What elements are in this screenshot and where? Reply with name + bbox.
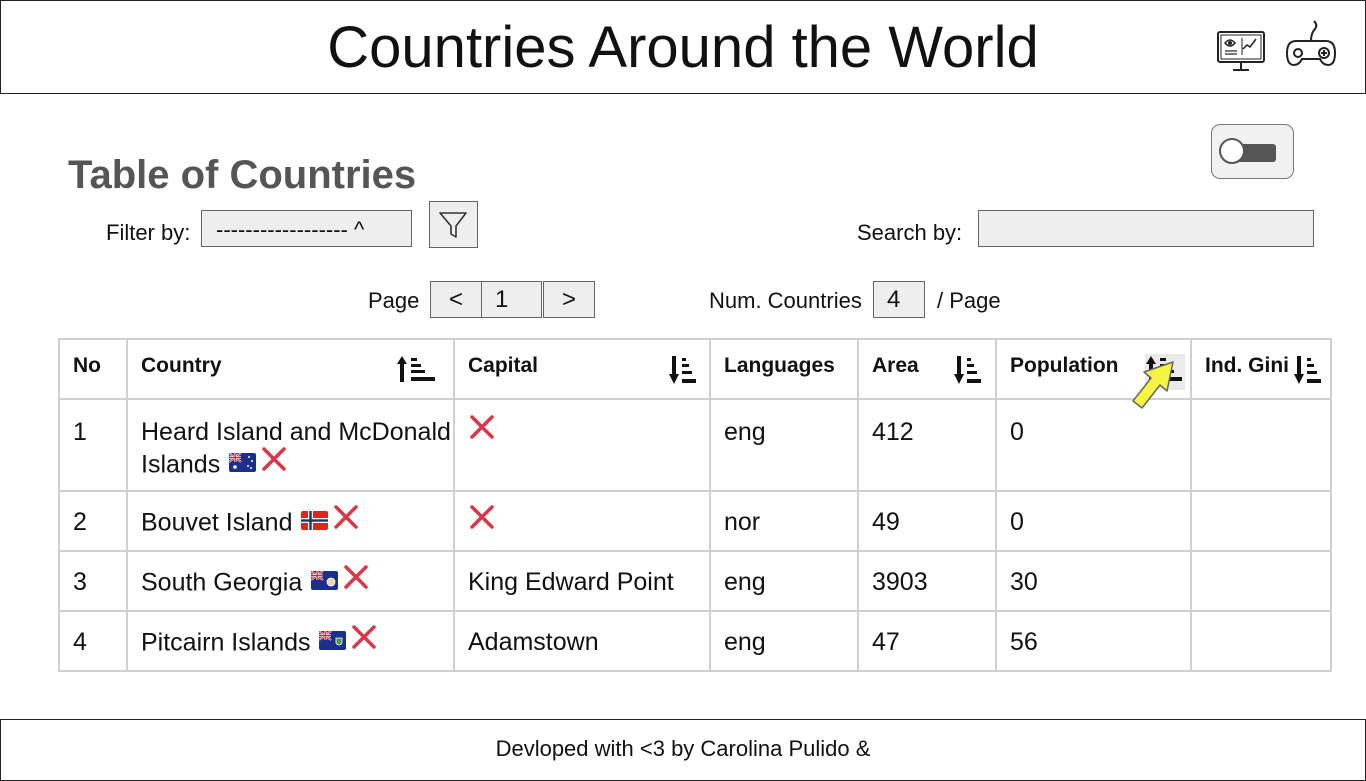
close-icon[interactable] [468,413,496,449]
cell-population: 0 [995,398,1192,492]
dashboard-monitor-icon[interactable] [1216,19,1266,78]
flag-australia-icon [228,448,257,480]
filter-button[interactable] [429,201,478,248]
cell-gini [1190,610,1332,672]
close-icon[interactable] [332,503,360,539]
flag-pitcairn-icon [318,626,347,658]
column-header-country[interactable]: Country [126,338,455,400]
cell-languages: eng [709,398,859,492]
filter-select[interactable]: ------------------ ^ [201,210,412,247]
cell-no: 1 [58,398,128,492]
table-header-row: No Country Capital Languages Area [58,338,1332,400]
sort-descending-icon[interactable] [667,354,699,392]
cell-capital: Adamstown [453,610,711,672]
cell-population: 30 [995,550,1192,612]
cell-country: South Georgia [126,550,455,612]
num-countries-field[interactable]: 4 [873,281,925,318]
filter-label: Filter by: [106,220,191,245]
cell-country: Heard Island and McDonald Islands [126,398,455,492]
theme-toggle[interactable] [1211,124,1294,179]
table-row[interactable]: 3 South Georgia King Edward Point eng 39… [58,550,1332,612]
section-title: Table of Countries [68,153,417,197]
close-icon[interactable] [468,503,496,539]
country-name: Pitcairn Islands [141,628,311,657]
next-page-button[interactable]: > [543,281,595,318]
app-header: Countries Around the World [0,0,1366,94]
cell-gini [1190,550,1332,612]
cell-area: 412 [857,398,997,492]
cell-languages: nor [709,490,859,552]
close-icon[interactable] [260,445,288,481]
prev-page-button[interactable]: < [430,281,482,318]
flag-south-georgia-icon [310,566,339,598]
sort-descending-icon[interactable] [952,354,984,392]
cursor-pointer-icon [1130,358,1180,419]
cell-country: Bouvet Island [126,490,455,552]
cell-population: 0 [995,490,1192,552]
cell-gini [1190,398,1332,492]
cell-area: 47 [857,610,997,672]
search-label: Search by: [857,220,963,245]
page-label: Page [368,288,420,313]
country-name: Heard Island and McDonald Islands [141,418,451,479]
close-icon[interactable] [350,623,378,659]
funnel-icon [439,212,467,238]
gamepad-icon[interactable] [1284,19,1338,76]
country-name: South Georgia [141,568,303,597]
column-header-languages: Languages [709,338,859,400]
cell-languages: eng [709,610,859,672]
cell-country: Pitcairn Islands [126,610,455,672]
column-header-area[interactable]: Area [857,338,997,400]
cell-population: 56 [995,610,1192,672]
cell-capital: King Edward Point [453,550,711,612]
column-header-gini[interactable]: Ind. Gini [1190,338,1332,400]
per-page-label: / Page [937,288,1001,313]
cell-capital [453,490,711,552]
footer: Devloped with <3 by Carolina Pulido & [0,719,1366,781]
cell-area: 49 [857,490,997,552]
close-icon[interactable] [342,563,370,599]
page-title: Countries Around the World [327,15,1039,80]
cell-no: 2 [58,490,128,552]
toggle-knob [1219,138,1245,164]
flag-norway-icon [301,506,329,538]
search-input[interactable] [978,210,1314,247]
cell-languages: eng [709,550,859,612]
num-countries-label: Num. Countries [709,288,862,313]
cell-no: 4 [58,610,128,672]
page-number-field[interactable]: 1 [481,281,542,318]
cell-area: 3903 [857,550,997,612]
table-row[interactable]: 4 Pitcairn Islands Adamstown eng 47 56 [58,610,1332,672]
table-row[interactable]: 2 Bouvet Island nor 49 0 [58,490,1332,552]
countries-table: No Country Capital Languages Area [58,338,1332,672]
sort-descending-icon[interactable] [1292,354,1324,392]
column-header-no: No [58,338,128,400]
table-row[interactable]: 1 Heard Island and McDonald Islands eng … [58,398,1332,492]
sort-ascending-icon[interactable] [396,354,438,390]
cell-gini [1190,490,1332,552]
country-name: Bouvet Island [141,508,293,537]
column-header-capital[interactable]: Capital [453,338,711,400]
cell-no: 3 [58,550,128,612]
footer-credit: Devloped with <3 by Carolina Pulido & [495,736,871,761]
cell-capital [453,398,711,492]
